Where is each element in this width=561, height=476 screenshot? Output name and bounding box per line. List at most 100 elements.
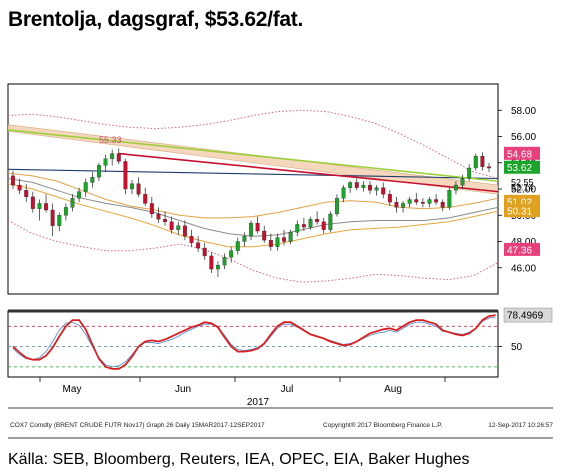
candle-body [189,236,194,243]
candle-body [202,247,207,257]
price-badge-label: 53.62 [507,163,532,174]
y-tick-label: 52.00 [511,185,536,196]
y-tick-label: 46.00 [511,263,536,274]
candle-body [83,182,88,192]
candle-body [176,225,181,230]
candle-body [348,182,353,188]
rsi-panel [8,314,498,370]
candle-body [96,165,101,178]
candle-body [215,264,220,270]
candle-body [467,167,472,179]
candle-body [24,190,29,198]
x-tick-label: Jul [281,384,294,395]
candle-body [394,201,399,208]
candle-body [50,209,55,226]
candle-body [407,199,412,204]
price-badge [504,146,540,160]
candle-body [103,158,108,166]
candle-body [401,203,406,208]
candle-body [368,184,372,191]
candle-body [143,194,148,204]
candle-body [156,213,161,220]
candle-body [182,225,187,237]
bollinger-upper [8,109,498,179]
year-label: 2017 [247,397,270,408]
date-axis: 50 78.4969 May Jun Jul Aug 2017 [39,307,553,408]
candle-body [11,175,15,186]
price-badge-label: 50.31 [507,207,532,218]
candle-body [440,201,445,208]
y-tick-label: 48.00 [511,237,536,248]
moving-average-3 [8,183,498,248]
price-badge-label: 54.68 [507,149,532,160]
candle-body [354,182,359,188]
candle-body [420,201,425,204]
candle-body [77,191,82,199]
main-panel-frame [7,83,499,295]
candle-body [361,184,366,188]
y-tick-label: 58.00 [511,106,536,117]
candle-body [44,203,49,211]
rsi-line [12,314,496,370]
candle-body [414,199,419,203]
candle-body [130,183,134,190]
candle-body [163,219,168,222]
candle-body [209,255,214,270]
candle-body [282,237,287,242]
candle-body [473,156,478,169]
candle-body [341,187,346,199]
price-badge [504,204,540,218]
candle-body [301,224,306,228]
candle-body [427,199,432,204]
candle-body [222,257,227,266]
x-tick-label: Aug [384,384,402,395]
candle-body [308,219,313,228]
candle-body [262,230,267,241]
footer-center: Copyright® 2017 Bloomberg Finance L.P. [323,421,443,429]
candle-body [447,190,452,208]
rsi-value-label: 78.4969 [507,311,544,322]
footer-left: COX7 Comdty (BRENT CRUDE FUTR Nov17) Gra… [10,422,265,429]
candle-body [229,250,234,258]
candle-body [57,215,62,226]
price-badge [504,242,540,256]
candle-body [288,232,293,242]
candle-body [63,207,68,216]
y-tick-label: 56.00 [511,132,536,143]
x-tick-label: May [63,384,82,395]
price-badge-label: 47.36 [507,245,532,256]
candle-body [321,221,326,230]
y-tick-label: 52.55 [511,177,534,187]
moving-average-1 [8,172,498,219]
candle-body [374,187,379,191]
red-trendline [118,152,498,193]
stochastic-line [12,316,496,368]
chart-title: Brentolja, dagsgraf, $53.62/fat. [8,8,304,31]
candle-body [242,236,247,242]
candle-body [17,184,22,191]
main-panel: 55.33 [8,109,498,283]
candle-body [123,161,128,190]
peak-annotation: 55.33 [99,135,122,145]
candle-body [434,199,439,203]
candle-body [268,240,273,247]
candle-body [149,203,154,215]
candle-body [37,203,42,209]
candle-body [275,237,280,247]
price-badge [504,160,540,174]
candle-body [487,166,491,169]
candle-body [255,222,260,232]
green-trendline [8,129,498,182]
candle-body [136,183,141,195]
y-tick-label: 52.14 [511,183,534,193]
candle-body [90,177,95,183]
candle-body [387,194,392,203]
candle-body [460,178,465,186]
candle-body [480,156,485,167]
footer-right: 12-Sep-2017 10:26:57 [488,422,553,429]
candle-body [328,213,333,230]
candle-body [110,153,115,159]
candle-body [381,187,386,195]
moving-average-2 [8,178,498,237]
